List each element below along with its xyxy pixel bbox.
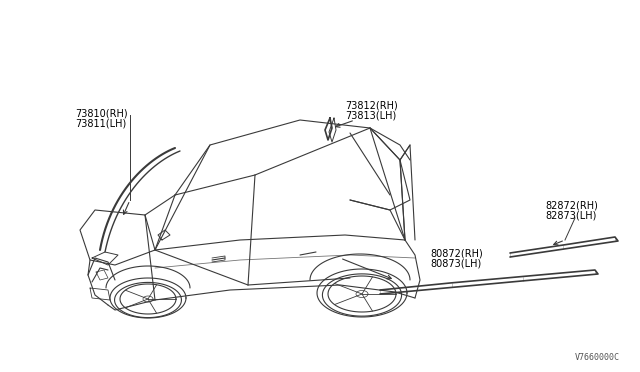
Text: V7660000C: V7660000C <box>575 353 620 362</box>
Text: 73813(LH): 73813(LH) <box>345 110 396 120</box>
Text: 82873(LH): 82873(LH) <box>545 210 596 220</box>
Text: 73812(RH): 73812(RH) <box>345 100 397 110</box>
Text: 82872(RH): 82872(RH) <box>545 200 598 210</box>
Text: 73810(RH): 73810(RH) <box>75 108 127 118</box>
Text: 73811(LH): 73811(LH) <box>75 118 126 128</box>
Text: 80872(RH): 80872(RH) <box>430 248 483 258</box>
Text: 80873(LH): 80873(LH) <box>430 258 481 268</box>
